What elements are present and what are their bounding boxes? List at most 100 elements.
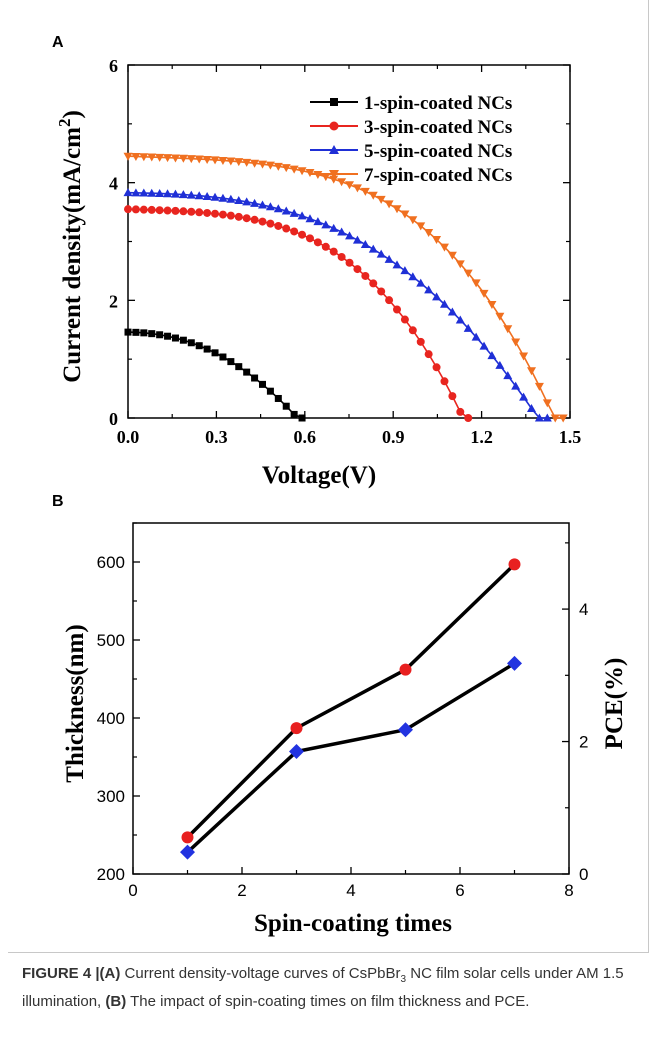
series-3-marker <box>265 202 275 211</box>
series-4-marker <box>194 155 204 164</box>
series-1-group <box>124 328 306 422</box>
series-2-marker <box>416 337 425 346</box>
x-tick-label-a: 1.5 <box>559 427 582 447</box>
series-1-marker <box>227 358 235 366</box>
series-1-marker <box>124 328 132 336</box>
series-4-marker <box>352 184 362 193</box>
series-3-marker <box>439 299 449 308</box>
series-4-marker <box>424 228 434 237</box>
series-3-marker <box>392 260 402 269</box>
series-3-marker <box>447 307 457 316</box>
series-3-marker <box>416 278 426 287</box>
series-4-marker <box>337 178 347 187</box>
series-2-marker <box>361 271 370 280</box>
series-2-marker <box>139 205 148 214</box>
series-3-group <box>123 188 552 422</box>
y-tick-label-a: 6 <box>109 56 118 76</box>
series-4-marker <box>123 152 133 161</box>
y-left-tick-label-b: 300 <box>97 787 125 806</box>
series-2-marker <box>242 214 251 223</box>
series-4-marker <box>305 168 315 177</box>
series-1-marker <box>290 410 298 418</box>
series-b-2-group <box>180 655 522 860</box>
series-3-marker <box>471 332 481 341</box>
y-axis-title-a-close: ) <box>59 110 86 118</box>
series-3-marker <box>534 413 544 422</box>
series-3-marker <box>352 235 362 244</box>
series-b-2-marker <box>398 722 413 738</box>
series-3-marker <box>337 227 347 236</box>
series-2-marker <box>290 227 299 236</box>
series-2-marker <box>195 208 204 217</box>
series-2-marker <box>226 211 235 220</box>
series-4-marker <box>281 164 291 173</box>
series-3-marker <box>424 285 434 294</box>
series-2-marker <box>440 377 449 386</box>
y-right-tick-label-b: 4 <box>579 600 588 619</box>
series-3-marker <box>147 188 157 197</box>
series-3-marker <box>186 190 196 199</box>
series-2-marker <box>274 221 283 230</box>
series-4-marker <box>432 236 442 245</box>
series-2-line <box>127 208 469 419</box>
series-2-marker <box>313 238 322 247</box>
y-tick-label-a: 2 <box>109 291 118 311</box>
series-3-marker <box>281 206 291 215</box>
caption-part-a-text-2: NC film solar cells under AM 1.5 illumin… <box>22 965 624 1010</box>
series-1-marker <box>298 414 306 422</box>
series-1-marker <box>140 329 148 337</box>
series-4-marker <box>147 153 157 162</box>
series-b-2-marker <box>507 655 522 671</box>
x-tick-label-a: 0.6 <box>294 427 317 447</box>
legend-marker-4 <box>329 170 339 179</box>
series-b-2-marker <box>180 844 195 860</box>
series-4-marker <box>250 159 260 168</box>
legend-label-2: 3-spin-coated NCs <box>364 117 512 138</box>
series-4-marker <box>163 154 173 163</box>
series-3-line <box>127 191 548 419</box>
series-4-marker <box>471 279 481 288</box>
series-3-marker <box>345 231 355 240</box>
caption-figure-label: FIGURE 4 | <box>22 965 100 982</box>
caption-part-a-sub: 3 <box>400 974 407 985</box>
figure-caption: FIGURE 4 |(A) Current density-voltage cu… <box>22 963 642 1013</box>
series-b-1-marker <box>508 558 521 571</box>
x-tick-label-a: 1.2 <box>470 427 493 447</box>
series-1-marker <box>211 349 219 357</box>
series-2-marker <box>131 205 140 214</box>
legend-label-3: 5-spin-coated NCs <box>364 141 512 162</box>
series-3-marker <box>321 220 331 229</box>
series-4-marker <box>558 414 568 423</box>
y-right-tick-label-b: 0 <box>579 865 588 884</box>
series-2-marker <box>218 210 227 219</box>
series-3-marker <box>123 188 133 197</box>
series-4-marker <box>542 399 552 408</box>
series-2-marker <box>345 258 354 267</box>
series-2-marker <box>211 209 220 218</box>
series-3-marker <box>329 223 339 232</box>
series-1-marker <box>179 336 187 344</box>
series-3-marker <box>384 254 394 263</box>
series-3-marker <box>487 351 497 360</box>
series-2-marker <box>305 234 314 243</box>
series-3-marker <box>432 292 442 301</box>
series-4-marker <box>258 160 268 169</box>
series-3-marker <box>178 190 188 199</box>
series-4-marker <box>487 300 497 309</box>
series-4-marker <box>495 312 505 321</box>
series-1-marker <box>132 328 140 336</box>
x-tick-label-b: 6 <box>455 881 464 900</box>
series-1-line <box>127 331 303 419</box>
y-left-axis-title-b: Thickness(nm) <box>62 624 89 782</box>
series-4-marker <box>527 367 537 376</box>
legend-label-4: 7-spin-coated NCs <box>364 165 512 186</box>
series-1-marker <box>243 368 251 376</box>
panel-b-label: B <box>52 493 64 510</box>
series-4-marker <box>226 157 236 166</box>
series-4-marker <box>360 187 370 196</box>
series-3-marker <box>234 195 244 204</box>
series-3-marker <box>400 266 410 275</box>
series-2-marker <box>250 215 259 224</box>
series-4-marker <box>178 154 188 163</box>
legend-label-1: 1-spin-coated NCs <box>364 93 512 114</box>
